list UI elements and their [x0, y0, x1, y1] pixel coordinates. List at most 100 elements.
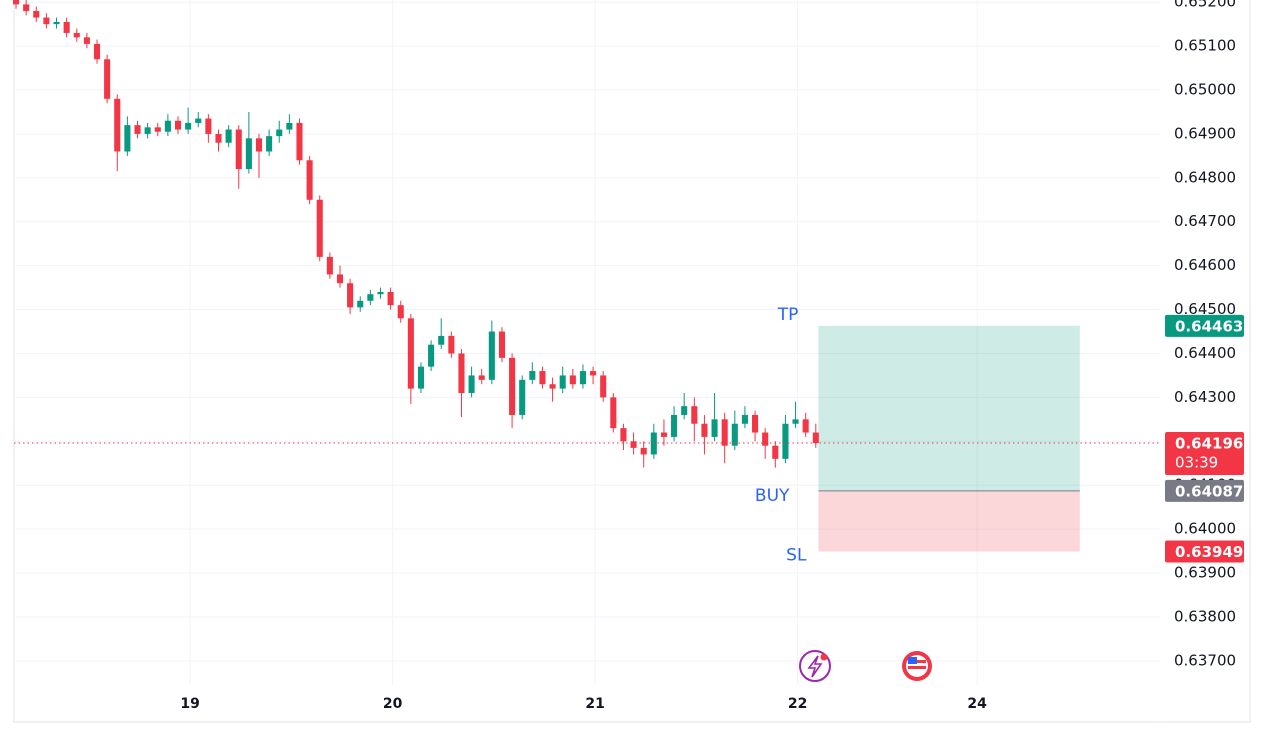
candle-body	[296, 122, 303, 161]
candle	[772, 441, 779, 468]
y-tick-label: 0.65000	[1174, 81, 1236, 99]
x-tick-label: 19	[180, 696, 199, 712]
candle	[701, 414, 708, 455]
candle	[559, 366, 566, 393]
candle-body	[407, 318, 414, 389]
candle-body	[83, 37, 90, 44]
y-tick-label: 0.64300	[1174, 388, 1236, 406]
candle	[741, 406, 748, 429]
candle	[792, 401, 799, 429]
candle	[195, 111, 202, 128]
candle	[367, 289, 374, 306]
candle-body	[174, 120, 182, 130]
candle-body	[347, 283, 354, 308]
candle-body	[134, 125, 141, 134]
x-tick-label: 21	[585, 696, 604, 712]
candle	[498, 327, 505, 363]
candle-body	[569, 375, 576, 385]
candle-body	[336, 274, 344, 284]
candle	[549, 377, 556, 402]
entry-label: BUY	[755, 486, 790, 506]
candle	[326, 252, 333, 279]
candle-body	[164, 120, 171, 132]
candle	[671, 406, 678, 442]
candle	[721, 412, 728, 464]
candle	[519, 375, 526, 420]
candle	[579, 364, 586, 389]
sl-label: SL	[786, 546, 807, 566]
last-price-text: 0.64196	[1175, 435, 1243, 453]
x-tick-label: 20	[383, 696, 403, 712]
candle	[93, 39, 101, 64]
candle	[276, 120, 283, 143]
candle	[650, 423, 657, 459]
candle-body	[255, 138, 263, 152]
candle	[640, 441, 647, 468]
candle-body	[488, 331, 495, 380]
candle-body	[792, 419, 799, 424]
candle	[154, 122, 161, 137]
candle	[43, 13, 50, 29]
candle	[752, 410, 759, 442]
candle	[296, 118, 303, 165]
candle-body	[448, 335, 455, 354]
candle	[205, 114, 212, 143]
candle-body	[93, 43, 101, 60]
events	[799, 650, 932, 682]
candle-body	[225, 129, 232, 143]
candle	[691, 397, 698, 442]
candle	[681, 392, 688, 420]
candle	[73, 28, 80, 42]
candle-body	[559, 375, 566, 389]
candle-body	[600, 375, 607, 398]
candle	[387, 287, 394, 310]
candle-body	[721, 419, 728, 446]
loss-zone	[818, 490, 1080, 552]
countdown-text: 03:39	[1175, 454, 1218, 472]
candle-body	[195, 118, 202, 123]
candle-body	[812, 432, 819, 444]
y-tick-label: 0.64800	[1174, 168, 1236, 186]
candle-body	[772, 445, 779, 459]
candle	[347, 278, 354, 314]
candle	[428, 340, 435, 372]
candle	[468, 366, 475, 398]
candle	[114, 94, 121, 172]
y-tick-label: 0.65200	[1174, 0, 1236, 11]
candle	[316, 195, 323, 262]
candle-body	[266, 136, 273, 152]
candle	[235, 125, 242, 189]
candle-body	[782, 423, 789, 459]
candle-body	[428, 344, 435, 367]
candle	[620, 423, 627, 451]
candle	[397, 300, 404, 323]
y-tick-label: 0.63900	[1174, 564, 1236, 582]
event-bolt	[807, 655, 823, 678]
candle	[438, 318, 445, 350]
candle	[225, 125, 232, 148]
candle-body	[711, 419, 718, 437]
candle	[53, 17, 60, 29]
candle-body	[438, 335, 445, 345]
candle-body	[357, 300, 364, 308]
candle	[488, 320, 495, 385]
candle-body	[610, 397, 617, 429]
candle	[33, 6, 40, 22]
candle-body	[377, 292, 384, 295]
candle-body	[12, 0, 20, 5]
candle	[529, 362, 536, 385]
candle-body	[731, 423, 738, 446]
candle	[286, 114, 293, 134]
candle-body	[671, 414, 678, 437]
candle-body	[205, 118, 212, 134]
flag-canton	[908, 657, 917, 664]
candle	[83, 32, 90, 49]
x-tick-label: 24	[967, 696, 987, 712]
y-tick-label: 0.65100	[1174, 37, 1236, 55]
candle	[731, 410, 738, 451]
frame	[13, 0, 1251, 723]
candle-body	[630, 441, 637, 448]
y-tick-label: 0.64900	[1174, 124, 1236, 142]
candle	[802, 412, 809, 437]
candle	[104, 54, 111, 104]
